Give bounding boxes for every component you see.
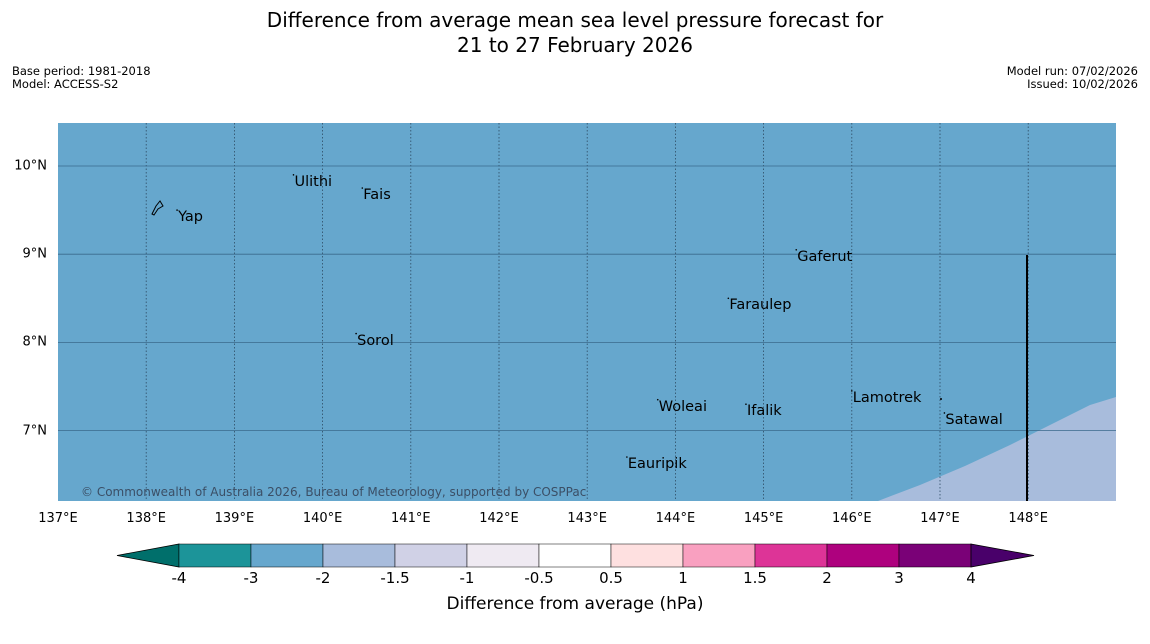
chart-title: Difference from average mean sea level p… [0, 8, 1150, 58]
x-tick-label: 144°E [655, 511, 696, 526]
x-tick-label: 140°E [302, 511, 343, 526]
place-label: Eauripik [627, 456, 687, 473]
island-dot [940, 398, 942, 400]
place-marker [943, 412, 946, 414]
colorbar-extend-low [116, 543, 180, 568]
colorbar-segment [754, 543, 828, 568]
colorbar-tick-label: 1.5 [743, 569, 767, 587]
place-label: Ulithi [294, 173, 333, 190]
place-label: Satawal [945, 411, 1003, 428]
colorbar-segment [898, 543, 972, 568]
place-marker [292, 174, 295, 176]
x-tick-label: 138°E [126, 511, 166, 526]
colorbar-segment [826, 543, 900, 568]
colorbar [116, 543, 1035, 568]
model-run: Model run: 07/02/2026 [1006, 64, 1138, 78]
colorbar-tick-label: 2 [822, 569, 832, 587]
yap-island-outline [151, 200, 164, 216]
place-label: Ifalik [746, 403, 782, 420]
place-marker [626, 456, 628, 458]
colorbar-segment [538, 543, 612, 568]
colorbar-tick-label: -4 [171, 569, 187, 587]
colorbar-title: Difference from average (hPa) [446, 594, 704, 614]
place-marker [727, 297, 730, 300]
y-tick-label: 8°N [22, 334, 48, 350]
place-marker [745, 403, 747, 405]
colorbar-tick-label: -1.5 [380, 569, 410, 587]
place-marker [361, 187, 364, 189]
y-tick-label: 10°N [14, 158, 47, 174]
place-marker [355, 332, 357, 335]
colorbar-extend-high [970, 543, 1035, 568]
colorbar-tick-label: -1 [459, 569, 475, 587]
place-label: Fais [363, 187, 391, 204]
place-label: Woleai [658, 398, 707, 415]
title-line-1: Difference from average mean sea level p… [266, 8, 884, 32]
title-line-2: 21 to 27 February 2026 [457, 33, 693, 57]
x-tick-label: 137°E [38, 511, 78, 526]
meta-left: Base period: 1981-2018 Model: ACCESS-S2 [12, 65, 151, 91]
colorbar-segment [466, 543, 540, 568]
colorbar-segment [682, 543, 756, 568]
copyright-notice: © Commonwealth of Australia 2026, Bureau… [81, 485, 587, 499]
x-tick-label: 145°E [743, 511, 784, 526]
colorbar-tick-label: -2 [315, 569, 331, 587]
place-marker [851, 390, 853, 392]
colorbar-tick-label: 3 [894, 569, 904, 587]
colorbar-tick-label: 4 [966, 569, 976, 587]
x-tick-label: 147°E [920, 511, 960, 526]
issued-date: Issued: 10/02/2026 [1027, 77, 1138, 91]
x-tick-label: 146°E [832, 511, 872, 526]
colorbar-segment [178, 543, 252, 568]
colorbar-tick-label: -0.5 [524, 569, 554, 587]
place-label: Gaferut [797, 248, 853, 265]
place-label: Lamotrek [852, 389, 922, 406]
y-tick-label: 9°N [22, 246, 48, 262]
place-markers [176, 174, 946, 458]
place-marker [176, 209, 178, 211]
place-marker [656, 398, 659, 401]
place-label: Yap [178, 209, 204, 226]
place-label: Faraulep [729, 297, 792, 314]
model-name: Model: ACCESS-S2 [12, 77, 119, 91]
base-period: Base period: 1981-2018 [12, 64, 151, 78]
colorbar-segment [250, 543, 324, 568]
colorbar-segment [394, 543, 468, 568]
x-tick-label: 143°E [567, 511, 607, 526]
y-tick-label: 7°N [22, 423, 48, 439]
colorbar-segment [610, 543, 684, 568]
pressure-anomaly-region [878, 397, 1116, 501]
colorbar-tick-label: 0.5 [599, 569, 623, 587]
x-tick-label: 148°E [1008, 511, 1048, 526]
place-label: Sorol [357, 332, 394, 349]
meta-right: Model run: 07/02/2026 Issued: 10/02/2026 [1007, 65, 1138, 91]
place-marker [795, 248, 798, 251]
x-tick-label: 139°E [214, 511, 255, 526]
x-tick-label: 142°E [479, 511, 519, 526]
map-grid [58, 123, 1116, 501]
x-tick-label: 141°E [391, 511, 431, 526]
colorbar-tick-label: 1 [678, 569, 688, 587]
colorbar-tick-label: -3 [243, 569, 259, 587]
colorbar-segment [322, 543, 396, 568]
